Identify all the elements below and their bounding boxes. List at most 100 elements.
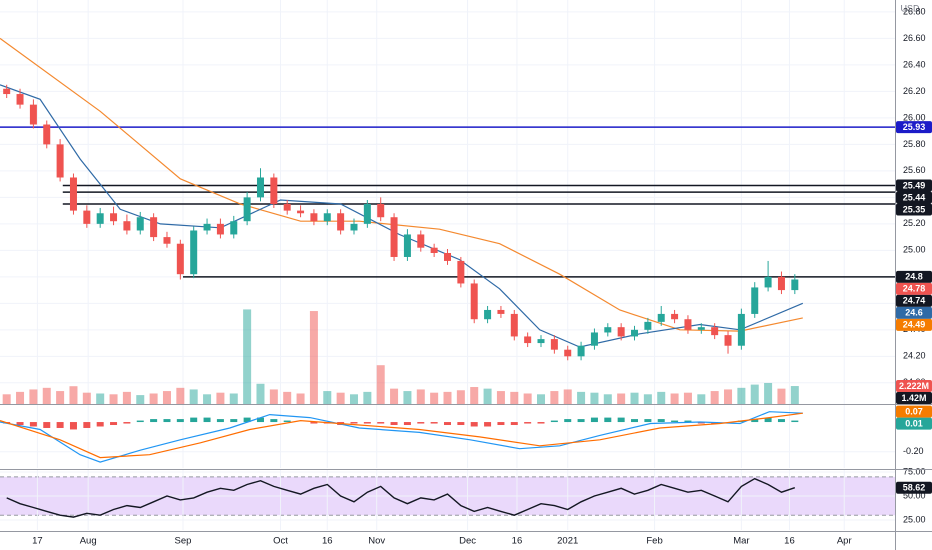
candle-body [136,217,144,231]
volume-bar [229,393,238,404]
candle-body [230,221,238,235]
volume-bar [697,394,706,404]
volume-bar [283,391,292,404]
histogram-bar [577,419,585,423]
volume-bar [510,391,519,404]
volume-bar [496,391,505,404]
histogram-bar [604,417,612,423]
x-tick-label: Mar [733,536,749,547]
volume-bar [416,389,425,404]
x-tick-label: Sep [175,536,192,547]
price-tag-label: 25.93 [903,122,926,132]
candle-body [777,276,785,291]
y-tick-label: 26.40 [903,59,926,69]
histogram-bar [524,422,532,424]
volume-bar [243,309,252,404]
price-tag [896,203,932,216]
candle-body [216,223,224,235]
volume-bar [336,392,345,404]
candle-body [524,336,532,344]
candle-body [283,203,291,211]
volume-bar [590,392,599,404]
y-tick-label: 25.00 [903,514,926,524]
histogram-bar [176,419,184,423]
volume-bar [790,386,799,404]
volume-bar [617,393,626,404]
candle-body [470,283,478,320]
candle-body [684,319,692,330]
histogram-bar [390,422,398,426]
y-tick-label: 25.80 [903,139,926,149]
volume-bar [657,391,666,404]
volume-bar [430,392,439,404]
volume-bar [550,391,559,404]
x-tick-label: 16 [784,536,795,547]
price-tag [896,392,932,405]
candle-body [96,213,104,224]
moving-average [0,84,804,348]
candle-body [791,279,799,291]
candle-body [764,276,772,288]
y-tick-label: 26.20 [903,86,926,96]
candle-body [390,217,398,257]
x-tick-label: 16 [322,536,333,547]
y-tick-label: 26.00 [903,112,926,122]
moving-average [0,37,803,332]
volume-bar [96,393,105,404]
histogram-bar [230,419,238,423]
price-tag-label: 25.35 [903,204,926,214]
histogram-bar [110,422,118,426]
volume-bar [256,383,265,404]
histogram-bar [590,417,598,423]
candle-body [350,223,358,231]
price-tag [896,481,932,494]
volume-bar [724,389,733,404]
volume-bar [162,391,171,404]
candle-body [604,327,612,333]
y-tick-label: 26.60 [903,33,926,43]
histogram-bar [163,419,171,423]
candle-body [457,260,465,284]
y-tick-label: 75.00 [903,466,926,476]
candle-body [617,327,625,337]
price-tag [896,380,932,393]
x-tick-label: Aug [80,536,97,547]
price-tag-label: 58.62 [903,483,926,493]
candle-body [577,345,585,357]
volume-bar [390,388,399,404]
price-tag [896,121,932,134]
volume-bar [269,389,278,404]
volume-bar [349,394,358,404]
volume-bar [537,394,546,404]
histogram-bar [96,422,104,427]
candle-body [16,94,24,105]
candle-body [430,247,438,253]
candle-body [724,335,732,346]
volume-bar [710,391,719,404]
histogram-bar [16,422,24,426]
y-tick-label: -0.20 [903,446,924,456]
histogram-bar [56,422,64,428]
volume-bar [189,389,198,404]
candle-body [310,213,318,222]
histogram-bar [777,419,785,423]
histogram-bar [256,417,264,423]
x-tick-label: 2021 [557,536,578,547]
candle-body [270,177,278,204]
histogram-bar [484,422,492,427]
volume-bar [296,393,305,404]
volume-bar [563,389,572,404]
currency-label: USD [900,3,920,13]
volume-bar [670,393,679,404]
histogram-bar [83,422,91,428]
price-tag-label: 24.6 [905,308,923,318]
candle-body [43,124,51,145]
volume-bar [309,311,318,404]
x-tick-label: Oct [273,536,288,547]
candle-body [510,313,518,337]
price-tag [896,282,932,295]
histogram-bar [497,422,505,426]
x-tick-label: Dec [459,536,476,547]
y-tick-label: 24.20 [903,351,926,361]
volume-bar [630,392,639,404]
